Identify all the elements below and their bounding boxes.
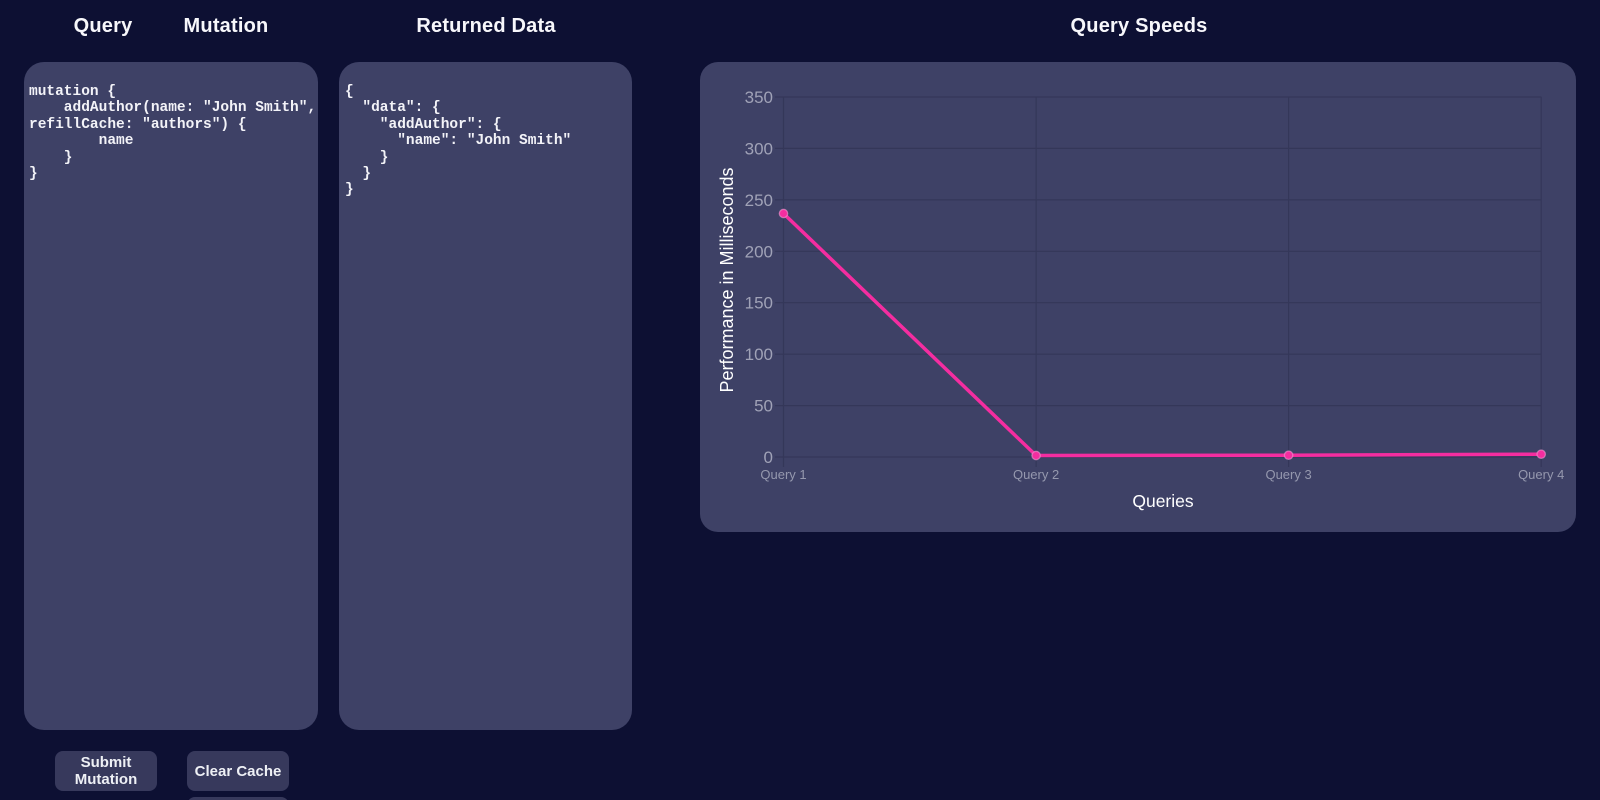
svg-text:250: 250 <box>745 191 773 210</box>
svg-text:300: 300 <box>745 139 773 158</box>
svg-text:Query 4: Query 4 <box>1518 467 1564 482</box>
svg-text:100: 100 <box>745 345 773 364</box>
svg-text:Query 1: Query 1 <box>760 467 806 482</box>
svg-text:Query 2: Query 2 <box>1013 467 1059 482</box>
svg-text:200: 200 <box>745 242 773 261</box>
svg-text:350: 350 <box>745 88 773 107</box>
svg-text:0: 0 <box>764 448 773 467</box>
svg-text:50: 50 <box>754 397 773 416</box>
svg-text:Performance in Milliseconds: Performance in Milliseconds <box>717 167 737 392</box>
svg-text:Query 3: Query 3 <box>1265 467 1311 482</box>
svg-text:150: 150 <box>745 294 773 313</box>
svg-text:Queries: Queries <box>1132 491 1194 511</box>
